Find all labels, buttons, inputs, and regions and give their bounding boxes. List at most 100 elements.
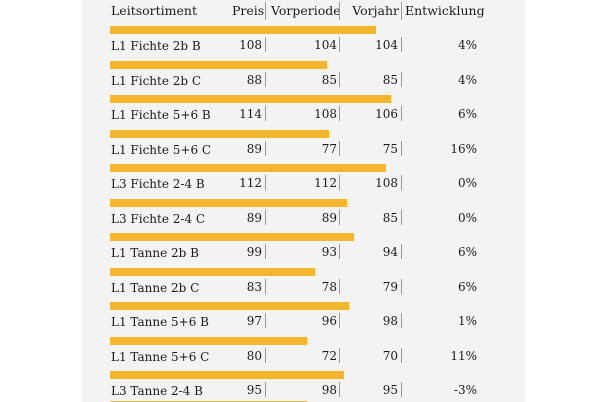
table-row: L1 Tanne 5+6 B 97 96 98 1% [82,302,525,336]
cell-separator [401,209,402,225]
header-separator [401,2,402,20]
cell-separator [339,278,340,294]
header-vorperiode: Vorperiode [271,3,341,18]
cell-separator [339,347,340,363]
row-label: L1 Fichte 2b B [111,39,201,53]
table-row: L3 Tanne 2-4 B 95 98 95 -3% [82,371,525,402]
price-bar [110,164,386,172]
partial-bar [110,400,307,402]
price-bar [110,233,354,241]
prev-year-cell: 85 [382,210,398,225]
row-label: L1 Tanne 2b B [111,246,199,260]
prev-period-cell: 104 [314,38,337,52]
cell-separator [339,209,340,225]
price-cell: 108 [239,38,262,52]
price-bar [110,95,391,103]
cell-separator [401,106,402,121]
row-label: L1 Tanne 5+6 B [111,315,209,329]
cell-separator [265,106,266,121]
table-row: L3 Fichte 2-4 B 112 112 108 0% [82,164,525,198]
row-label: L3 Fichte 2-4 B [111,177,205,191]
row-label: L1 Tanne 5+6 C [111,349,210,364]
row-label: L1 Fichte 5+6 C [111,142,212,157]
header-preis: Preis [232,3,265,18]
prev-period-cell: 89 [321,210,337,225]
price-cell: 88 [246,72,262,87]
table-row: L1 Tanne 2b B 99 93 94 6% [82,233,525,267]
cell-separator [265,313,266,328]
cell-separator [265,37,266,52]
price-cell: 112 [239,176,262,190]
trend-cell: -3% [453,383,477,397]
header-entwicklung: Entwicklung [405,3,485,18]
prev-period-cell: 85 [321,72,337,87]
cell-separator [401,278,402,294]
trend-cell: 1% [457,314,477,328]
cell-separator [339,382,340,397]
cell-separator [401,244,402,259]
cell-separator [339,313,340,328]
cell-separator [265,244,266,259]
trend-cell: 0% [457,176,477,190]
cell-separator [401,140,402,156]
cell-separator [265,278,266,294]
price-bar [110,267,315,276]
row-label: L1 Fichte 5+6 B [111,108,211,122]
cell-separator [401,37,402,52]
prev-period-cell: 77 [321,141,337,156]
cell-separator [401,71,402,87]
prev-year-cell: 106 [375,107,398,121]
table-row: L1 Fichte 5+6 B 114 108 106 6% [82,95,525,129]
price-cell: 89 [246,210,262,225]
prev-year-cell: 104 [375,38,398,52]
trend-cell: 6% [457,245,477,259]
prev-period-cell: 108 [314,107,337,121]
header-vorjahr: Vorjahr [352,3,399,18]
price-cell: 99 [246,245,262,259]
row-label: L3 Fichte 2-4 C [111,211,206,226]
row-label: L1 Fichte 2b C [111,73,202,88]
trend-cell: 4% [457,38,477,52]
prev-year-cell: 98 [382,314,398,328]
price-bar [110,129,329,138]
price-bar [110,198,347,207]
price-cell: 80 [246,348,262,363]
cell-separator [265,347,266,363]
prev-period-cell: 72 [321,348,337,363]
prev-year-cell: 95 [382,383,398,397]
header-separator [265,2,266,20]
prev-period-cell: 112 [314,176,337,190]
trend-cell: 0% [457,210,477,225]
prev-period-cell: 78 [321,279,337,294]
price-bar [110,26,376,34]
trend-cell: 11% [450,348,477,363]
cell-separator [401,382,402,397]
prev-year-cell: 75 [382,141,398,156]
price-cell: 97 [246,314,262,328]
row-label: L1 Tanne 2b C [111,280,200,295]
trend-cell: 6% [457,279,477,294]
price-cell: 89 [246,141,262,156]
prev-period-cell: 93 [321,245,337,259]
prev-period-cell: 96 [321,314,337,328]
prev-year-cell: 70 [382,348,398,363]
cell-separator [265,382,266,397]
table-row: L1 Fichte 2b C 88 85 85 4% [82,60,525,95]
header-leitsortiment: Leitsortiment [111,3,197,18]
price-bar [110,60,327,69]
price-bar [110,302,349,310]
cell-separator [339,244,340,259]
cell-separator [339,175,340,190]
cell-separator [339,140,340,156]
prev-year-cell: 108 [375,176,398,190]
cell-separator [401,313,402,328]
header-separator [339,2,340,20]
price-table-panel: Leitsortiment Preis Vorperiode Vorjahr E… [82,0,525,402]
trend-cell: 6% [457,107,477,121]
cell-separator [401,175,402,190]
cell-separator [265,71,266,87]
prev-year-cell: 79 [382,279,398,294]
cell-separator [265,140,266,156]
cell-separator [339,37,340,52]
cell-separator [339,71,340,87]
